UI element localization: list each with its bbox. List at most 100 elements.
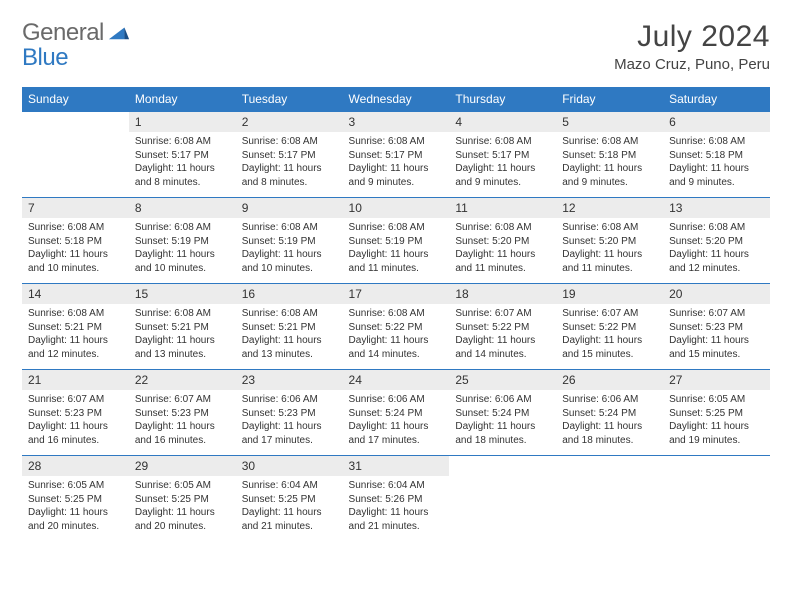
calendar-header-row: SundayMondayTuesdayWednesdayThursdayFrid… bbox=[22, 87, 770, 112]
day-number: 2 bbox=[236, 112, 343, 132]
day-cell: 22Sunrise: 6:07 AMSunset: 5:23 PMDayligh… bbox=[129, 370, 236, 456]
calendar-body: 1Sunrise: 6:08 AMSunset: 5:17 PMDaylight… bbox=[22, 112, 770, 542]
weekday-header: Friday bbox=[556, 87, 663, 112]
weekday-header: Thursday bbox=[449, 87, 556, 112]
day-details: Sunrise: 6:07 AMSunset: 5:23 PMDaylight:… bbox=[663, 304, 770, 365]
day-details: Sunrise: 6:08 AMSunset: 5:18 PMDaylight:… bbox=[556, 132, 663, 193]
day-details: Sunrise: 6:07 AMSunset: 5:22 PMDaylight:… bbox=[556, 304, 663, 365]
day-details: Sunrise: 6:08 AMSunset: 5:19 PMDaylight:… bbox=[343, 218, 450, 279]
day-cell: 16Sunrise: 6:08 AMSunset: 5:21 PMDayligh… bbox=[236, 284, 343, 370]
day-cell: 5Sunrise: 6:08 AMSunset: 5:18 PMDaylight… bbox=[556, 112, 663, 198]
day-details: Sunrise: 6:08 AMSunset: 5:17 PMDaylight:… bbox=[236, 132, 343, 193]
day-number: 20 bbox=[663, 284, 770, 304]
day-cell: 24Sunrise: 6:06 AMSunset: 5:24 PMDayligh… bbox=[343, 370, 450, 456]
empty-cell bbox=[22, 112, 129, 198]
day-cell: 7Sunrise: 6:08 AMSunset: 5:18 PMDaylight… bbox=[22, 198, 129, 284]
page-title: July 2024 bbox=[614, 20, 770, 54]
day-number: 15 bbox=[129, 284, 236, 304]
calendar-week-row: 21Sunrise: 6:07 AMSunset: 5:23 PMDayligh… bbox=[22, 370, 770, 456]
calendar-week-row: 7Sunrise: 6:08 AMSunset: 5:18 PMDaylight… bbox=[22, 198, 770, 284]
empty-cell bbox=[449, 456, 556, 542]
calendar-week-row: 28Sunrise: 6:05 AMSunset: 5:25 PMDayligh… bbox=[22, 456, 770, 542]
day-details: Sunrise: 6:08 AMSunset: 5:22 PMDaylight:… bbox=[343, 304, 450, 365]
day-cell: 19Sunrise: 6:07 AMSunset: 5:22 PMDayligh… bbox=[556, 284, 663, 370]
day-cell: 11Sunrise: 6:08 AMSunset: 5:20 PMDayligh… bbox=[449, 198, 556, 284]
day-details: Sunrise: 6:08 AMSunset: 5:19 PMDaylight:… bbox=[129, 218, 236, 279]
day-number: 10 bbox=[343, 198, 450, 218]
day-number: 5 bbox=[556, 112, 663, 132]
day-number: 19 bbox=[556, 284, 663, 304]
day-number: 1 bbox=[129, 112, 236, 132]
day-details: Sunrise: 6:08 AMSunset: 5:21 PMDaylight:… bbox=[129, 304, 236, 365]
calendar-week-row: 14Sunrise: 6:08 AMSunset: 5:21 PMDayligh… bbox=[22, 284, 770, 370]
day-number: 26 bbox=[556, 370, 663, 390]
day-details: Sunrise: 6:08 AMSunset: 5:21 PMDaylight:… bbox=[22, 304, 129, 365]
day-cell: 15Sunrise: 6:08 AMSunset: 5:21 PMDayligh… bbox=[129, 284, 236, 370]
day-number: 3 bbox=[343, 112, 450, 132]
logo-triangle-icon bbox=[107, 26, 131, 40]
day-details: Sunrise: 6:08 AMSunset: 5:18 PMDaylight:… bbox=[663, 132, 770, 193]
day-cell: 27Sunrise: 6:05 AMSunset: 5:25 PMDayligh… bbox=[663, 370, 770, 456]
day-cell: 1Sunrise: 6:08 AMSunset: 5:17 PMDaylight… bbox=[129, 112, 236, 198]
weekday-header: Tuesday bbox=[236, 87, 343, 112]
day-details: Sunrise: 6:08 AMSunset: 5:18 PMDaylight:… bbox=[22, 218, 129, 279]
day-cell: 9Sunrise: 6:08 AMSunset: 5:19 PMDaylight… bbox=[236, 198, 343, 284]
day-number: 17 bbox=[343, 284, 450, 304]
day-details: Sunrise: 6:08 AMSunset: 5:21 PMDaylight:… bbox=[236, 304, 343, 365]
day-cell: 3Sunrise: 6:08 AMSunset: 5:17 PMDaylight… bbox=[343, 112, 450, 198]
day-details: Sunrise: 6:08 AMSunset: 5:17 PMDaylight:… bbox=[343, 132, 450, 193]
day-cell: 17Sunrise: 6:08 AMSunset: 5:22 PMDayligh… bbox=[343, 284, 450, 370]
calendar-table: SundayMondayTuesdayWednesdayThursdayFrid… bbox=[22, 87, 770, 542]
day-number: 9 bbox=[236, 198, 343, 218]
day-details: Sunrise: 6:04 AMSunset: 5:25 PMDaylight:… bbox=[236, 476, 343, 537]
day-number: 13 bbox=[663, 198, 770, 218]
day-cell: 26Sunrise: 6:06 AMSunset: 5:24 PMDayligh… bbox=[556, 370, 663, 456]
day-number: 21 bbox=[22, 370, 129, 390]
day-cell: 29Sunrise: 6:05 AMSunset: 5:25 PMDayligh… bbox=[129, 456, 236, 542]
day-cell: 21Sunrise: 6:07 AMSunset: 5:23 PMDayligh… bbox=[22, 370, 129, 456]
day-number: 6 bbox=[663, 112, 770, 132]
day-cell: 20Sunrise: 6:07 AMSunset: 5:23 PMDayligh… bbox=[663, 284, 770, 370]
logo-word2: Blue bbox=[22, 44, 68, 71]
day-details: Sunrise: 6:06 AMSunset: 5:24 PMDaylight:… bbox=[343, 390, 450, 451]
day-details: Sunrise: 6:04 AMSunset: 5:26 PMDaylight:… bbox=[343, 476, 450, 537]
day-number: 12 bbox=[556, 198, 663, 218]
day-cell: 4Sunrise: 6:08 AMSunset: 5:17 PMDaylight… bbox=[449, 112, 556, 198]
day-cell: 6Sunrise: 6:08 AMSunset: 5:18 PMDaylight… bbox=[663, 112, 770, 198]
day-number: 11 bbox=[449, 198, 556, 218]
day-details: Sunrise: 6:06 AMSunset: 5:24 PMDaylight:… bbox=[449, 390, 556, 451]
day-number: 7 bbox=[22, 198, 129, 218]
day-cell: 10Sunrise: 6:08 AMSunset: 5:19 PMDayligh… bbox=[343, 198, 450, 284]
day-cell: 12Sunrise: 6:08 AMSunset: 5:20 PMDayligh… bbox=[556, 198, 663, 284]
day-details: Sunrise: 6:05 AMSunset: 5:25 PMDaylight:… bbox=[129, 476, 236, 537]
weekday-header: Saturday bbox=[663, 87, 770, 112]
day-number: 23 bbox=[236, 370, 343, 390]
day-cell: 23Sunrise: 6:06 AMSunset: 5:23 PMDayligh… bbox=[236, 370, 343, 456]
day-details: Sunrise: 6:05 AMSunset: 5:25 PMDaylight:… bbox=[22, 476, 129, 537]
day-cell: 13Sunrise: 6:08 AMSunset: 5:20 PMDayligh… bbox=[663, 198, 770, 284]
empty-cell bbox=[556, 456, 663, 542]
day-number: 16 bbox=[236, 284, 343, 304]
day-details: Sunrise: 6:08 AMSunset: 5:17 PMDaylight:… bbox=[449, 132, 556, 193]
day-details: Sunrise: 6:07 AMSunset: 5:23 PMDaylight:… bbox=[129, 390, 236, 451]
day-details: Sunrise: 6:06 AMSunset: 5:23 PMDaylight:… bbox=[236, 390, 343, 451]
day-cell: 28Sunrise: 6:05 AMSunset: 5:25 PMDayligh… bbox=[22, 456, 129, 542]
day-details: Sunrise: 6:07 AMSunset: 5:23 PMDaylight:… bbox=[22, 390, 129, 451]
title-block: July 2024 Mazo Cruz, Puno, Peru bbox=[614, 20, 770, 73]
day-number: 27 bbox=[663, 370, 770, 390]
weekday-header: Sunday bbox=[22, 87, 129, 112]
day-number: 31 bbox=[343, 456, 450, 476]
day-number: 29 bbox=[129, 456, 236, 476]
day-number: 24 bbox=[343, 370, 450, 390]
day-number: 25 bbox=[449, 370, 556, 390]
day-cell: 30Sunrise: 6:04 AMSunset: 5:25 PMDayligh… bbox=[236, 456, 343, 542]
day-details: Sunrise: 6:07 AMSunset: 5:22 PMDaylight:… bbox=[449, 304, 556, 365]
day-number: 4 bbox=[449, 112, 556, 132]
weekday-header: Wednesday bbox=[343, 87, 450, 112]
day-number: 28 bbox=[22, 456, 129, 476]
day-details: Sunrise: 6:08 AMSunset: 5:17 PMDaylight:… bbox=[129, 132, 236, 193]
weekday-header: Monday bbox=[129, 87, 236, 112]
day-cell: 8Sunrise: 6:08 AMSunset: 5:19 PMDaylight… bbox=[129, 198, 236, 284]
day-details: Sunrise: 6:05 AMSunset: 5:25 PMDaylight:… bbox=[663, 390, 770, 451]
empty-cell bbox=[663, 456, 770, 542]
